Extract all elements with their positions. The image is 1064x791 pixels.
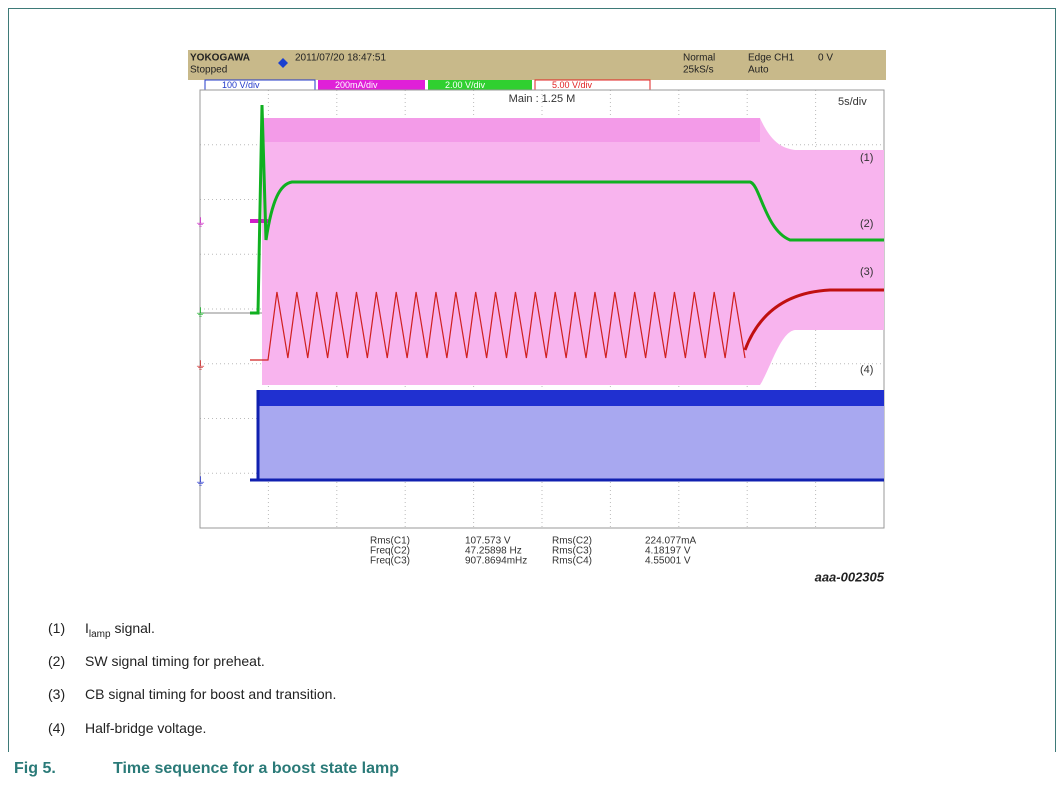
note-text: Half-bridge voltage. [85, 720, 206, 736]
figure-id: aaa-002305 [815, 569, 885, 584]
record-length: Main : 1.25 M [509, 93, 576, 105]
ch2-scale: 200mA/div [335, 80, 378, 90]
note: (1)Ilamp signal. [48, 620, 155, 640]
trace-label: (1) [860, 152, 873, 164]
ground-marker: ⏚ [195, 216, 206, 229]
note-text: signal. [111, 620, 155, 636]
measurement-name: Rms(C4) [552, 556, 592, 567]
trace-label: (3) [860, 266, 873, 278]
ground-marker: ⏚ [195, 475, 206, 488]
trace-label: (2) [860, 218, 873, 230]
measurement-value: 4.55001 V [645, 556, 691, 567]
trigger: Edge CH1 [748, 53, 795, 64]
note-text: CB signal timing for boost and transitio… [85, 686, 336, 702]
lamp-current-band [262, 118, 760, 142]
note-marker: (2) [48, 653, 85, 669]
sample-rate: 25kS/s [683, 65, 714, 76]
measurement-name: Freq(C3) [370, 556, 410, 567]
measurement-value: 907.8694mHz [465, 556, 527, 567]
page: YOKOGAWA Stopped 2011/07/20 18:47:51 Nor… [0, 0, 1064, 791]
caption: Fig 5.Time sequence for a boost state la… [14, 760, 56, 778]
trigger-level: 0 V [818, 53, 833, 64]
ch1-scale: 100 V/div [222, 80, 260, 90]
brand: YOKOGAWA [190, 53, 250, 64]
note: (4)Half-bridge voltage. [48, 720, 206, 736]
ch4-scale: 5.00 V/div [552, 80, 593, 90]
status: Stopped [190, 65, 227, 76]
ch3-scale: 2.00 V/div [445, 80, 486, 90]
note-marker: (4) [48, 720, 85, 736]
note-subscript: lamp [89, 629, 111, 640]
half-bridge-fill [258, 405, 884, 480]
timestamp: 2011/07/20 18:47:51 [295, 53, 386, 64]
half-bridge-band [258, 390, 884, 406]
ground-marker: ⏚ [195, 359, 206, 372]
note-text: SW signal timing for preheat. [85, 653, 265, 669]
note-marker: (1) [48, 620, 85, 636]
ground-marker: ⏚ [195, 306, 206, 319]
note: (2)SW signal timing for preheat. [48, 653, 265, 669]
note: (3)CB signal timing for boost and transi… [48, 686, 336, 702]
note-marker: (3) [48, 686, 85, 702]
caption-title: Time sequence for a boost state lamp [113, 760, 399, 778]
trigger-mode: Auto [748, 65, 769, 76]
caption-label: Fig 5. [14, 760, 56, 777]
figure: YOKOGAWA Stopped 2011/07/20 18:47:51 Nor… [0, 0, 1064, 791]
trace-label: (4) [860, 364, 873, 376]
timebase: 5s/div [838, 96, 867, 108]
mode: Normal [683, 53, 715, 64]
